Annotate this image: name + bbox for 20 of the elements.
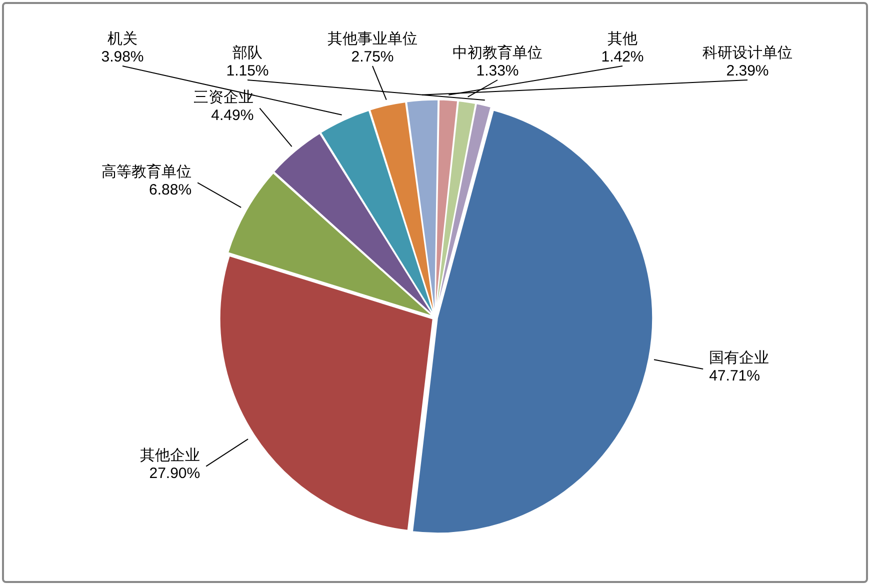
data-label: 4.49% (211, 106, 254, 124)
data-label: 47.71% (709, 368, 760, 385)
data-label: 1.15% (226, 62, 269, 80)
data-label: 2.75% (351, 48, 394, 66)
slice-label: 机关 (108, 30, 138, 48)
slice-label: 其他 (608, 30, 638, 48)
slice-label: 部队 (232, 44, 262, 62)
slice-label: 其他事业单位 (328, 30, 418, 48)
slice-label: 高等教育单位 (102, 163, 192, 180)
slice-label: 国有企业 (709, 350, 770, 367)
data-label: 6.88% (149, 181, 192, 198)
data-label: 1.33% (476, 62, 519, 80)
slice-label: 三资企业 (194, 88, 254, 106)
data-label: 27.90% (149, 464, 200, 482)
slice-label: 其他企业 (140, 446, 200, 464)
data-label: 3.98% (101, 48, 144, 66)
slice-label: 中初教育单位 (452, 44, 542, 62)
slice-label: 科研设计单位 (702, 44, 792, 62)
data-label: 1.42% (601, 48, 644, 66)
data-label: 2.39% (726, 62, 769, 80)
